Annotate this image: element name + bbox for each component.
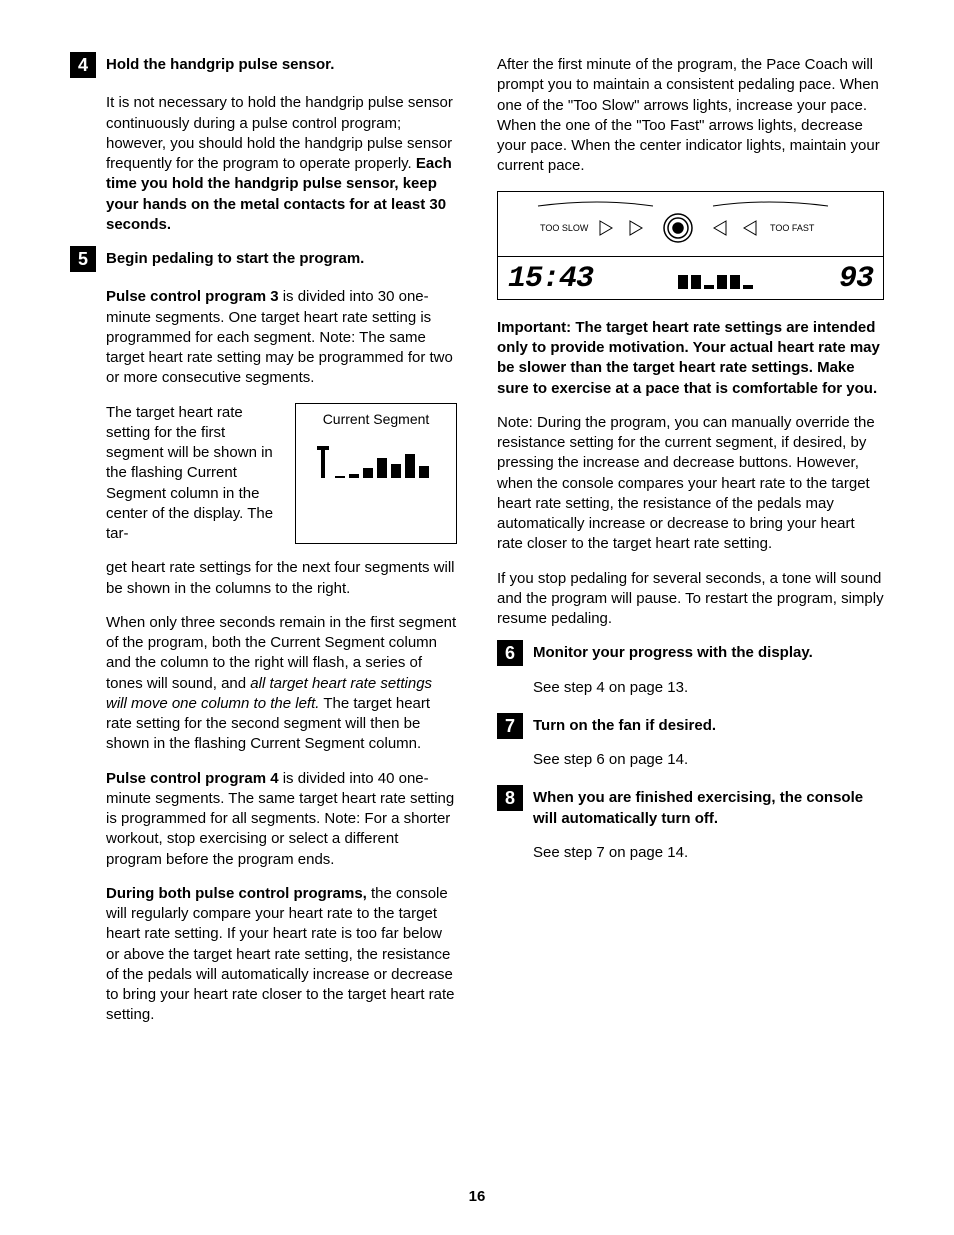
text-bold: Pulse control program 3 — [106, 288, 279, 305]
step-number-badge: 8 — [497, 785, 523, 811]
step-5-p5: During both pulse control programs, the … — [106, 884, 457, 1026]
segment-figure-row: The target heart rate setting for the fi… — [106, 403, 457, 545]
step-8: 8 When you are finished exercising, the … — [497, 788, 884, 877]
text: It is not necessary to hold the handgrip… — [106, 94, 453, 172]
step-7-title: Turn on the fan if desired. — [533, 716, 884, 736]
step-7: 7 Turn on the fan if desired. See step 6… — [497, 716, 884, 785]
step-number-badge: 4 — [70, 52, 96, 78]
text-bold: During both pulse control programs, — [106, 885, 367, 902]
step-4: 4 Hold the handgrip pulse sensor. — [70, 55, 457, 89]
step-5-p3: When only three seconds remain in the fi… — [106, 613, 457, 755]
svg-text:TOO SLOW: TOO SLOW — [540, 223, 589, 233]
right-p3: Note: During the program, you can manual… — [497, 413, 884, 555]
current-segment-box: Current Segment — [295, 403, 457, 545]
svg-text:TOO FAST: TOO FAST — [770, 223, 815, 233]
step-8-body: See step 7 on page 14. — [533, 843, 884, 863]
step-5-p2: get heart rate settings for the next fou… — [106, 558, 457, 599]
step-7-body: See step 6 on page 14. — [533, 750, 884, 770]
step-5-p4: Pulse control program 4 is divided into … — [106, 769, 457, 870]
step-6-title: Monitor your progress with the display. — [533, 643, 884, 663]
pace-top-row: TOO SLOW TOO FAST — [498, 192, 883, 257]
step-number-badge: 5 — [70, 246, 96, 272]
text: the console will regularly compare your … — [106, 885, 455, 1024]
step-number-badge: 6 — [497, 640, 523, 666]
left-column: 4 Hold the handgrip pulse sensor. It is … — [70, 55, 457, 1040]
segment-bar-chart — [311, 432, 441, 482]
right-column: After the first minute of the program, t… — [497, 55, 884, 1040]
current-segment-label: Current Segment — [296, 410, 456, 429]
pace-mini-bars — [676, 267, 756, 291]
step-6: 6 Monitor your progress with the display… — [497, 643, 884, 712]
step-6-body: See step 4 on page 13. — [533, 678, 884, 698]
right-p4: If you stop pedaling for several seconds… — [497, 569, 884, 630]
pace-coach-display: TOO SLOW TOO FAST 15:43 93 — [497, 191, 884, 300]
step-5: 5 Begin pedaling to start the program. — [70, 249, 457, 283]
pace-time-readout: 15:43 — [508, 259, 593, 300]
step-5-p1: Pulse control program 3 is divided into … — [106, 287, 457, 388]
step-4-paragraph: It is not necessary to hold the handgrip… — [106, 93, 457, 235]
step-5-title: Begin pedaling to start the program. — [106, 249, 457, 269]
text-bold: Pulse control program 4 — [106, 770, 279, 787]
pace-indicator-graphic: TOO SLOW TOO FAST — [508, 198, 858, 246]
step-8-title: When you are finished exercising, the co… — [533, 788, 884, 829]
step-number-badge: 7 — [497, 713, 523, 739]
step-4-title: Hold the handgrip pulse sensor. — [106, 55, 457, 75]
page-number: 16 — [0, 1188, 954, 1205]
pace-bottom-row: 15:43 93 — [498, 257, 883, 299]
pace-value-readout: 93 — [839, 259, 873, 300]
right-p1: After the first minute of the program, t… — [497, 55, 884, 177]
segment-side-text: The target heart rate setting for the fi… — [106, 403, 281, 545]
right-p2-important: Important: The target heart rate setting… — [497, 318, 884, 399]
